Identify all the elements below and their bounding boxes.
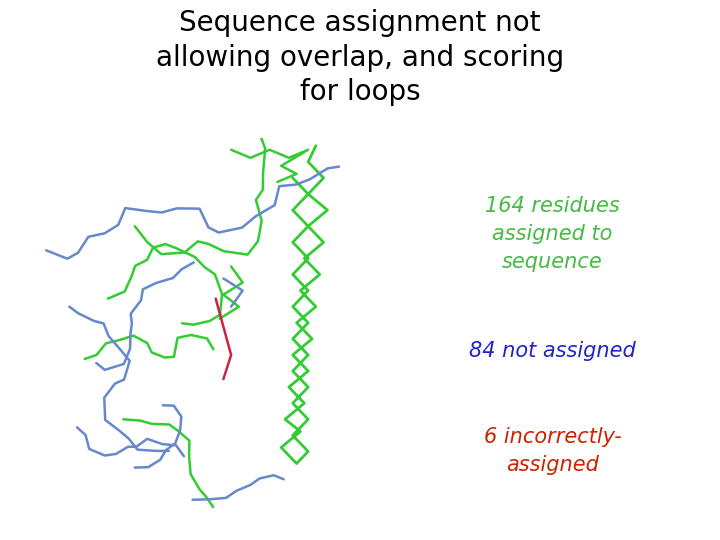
Text: 164 residues
assigned to
sequence: 164 residues assigned to sequence: [485, 196, 620, 272]
Text: 6 incorrectly-
assigned: 6 incorrectly- assigned: [484, 428, 621, 476]
Text: Sequence assignment not
allowing overlap, and scoring
for loops: Sequence assignment not allowing overlap…: [156, 9, 564, 106]
Text: 84 not assigned: 84 not assigned: [469, 341, 636, 361]
